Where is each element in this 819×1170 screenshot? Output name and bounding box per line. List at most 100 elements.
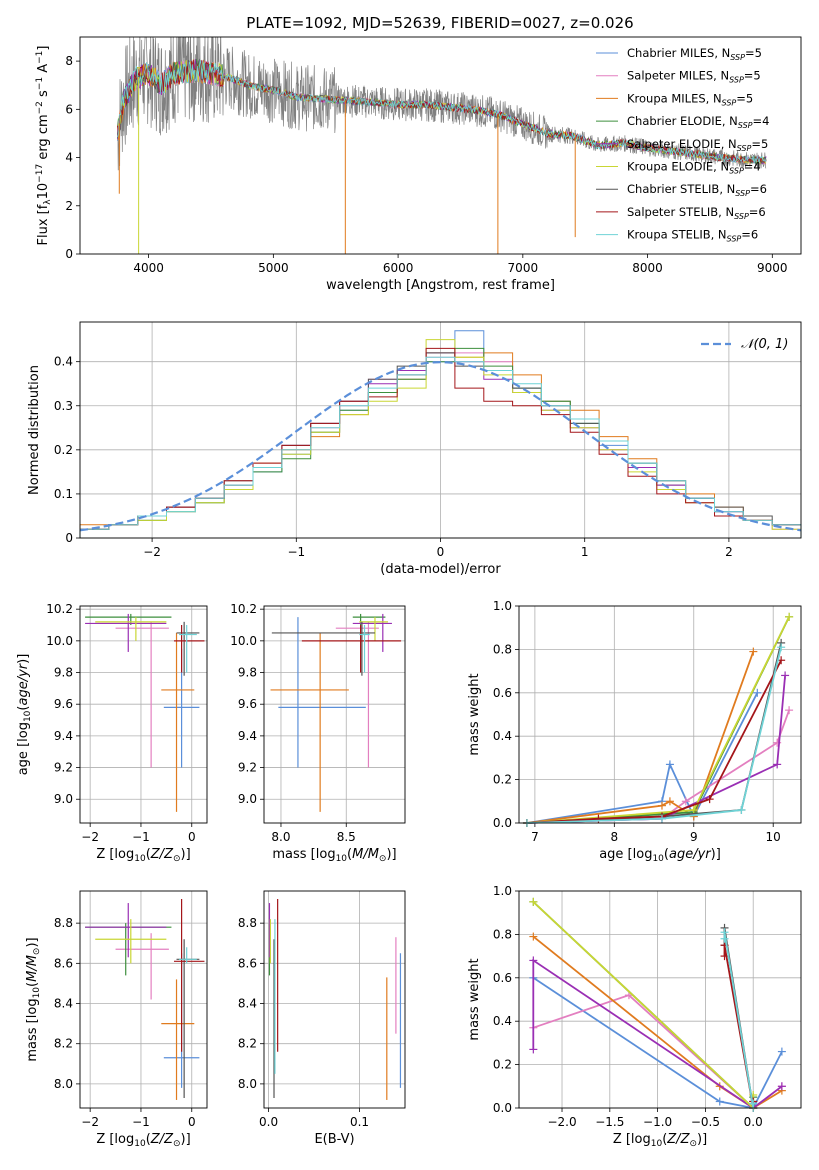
y-tick-label: 0.8 — [493, 927, 512, 941]
x-axis-label: wavelength [Angstrom, rest frame] — [326, 278, 555, 293]
x-tick-label: 8.0 — [271, 830, 290, 844]
axes-frame — [79, 321, 802, 539]
axes-frame — [79, 890, 208, 1109]
y-tick-label: 1.0 — [493, 599, 512, 613]
x-axis-label: Z [log10(Z/Z⊙)] — [613, 1132, 707, 1149]
y-axis-label-part: −2 — [35, 101, 45, 114]
legend-label-tail: =4 — [744, 160, 761, 174]
y-axis-label: mass weight — [467, 673, 482, 755]
y-tick-label: 9.2 — [54, 761, 73, 775]
model-spectrum-kroupa_stelib — [117, 59, 767, 164]
mass-weight-line-chabrier_miles — [532, 977, 783, 1110]
y-tick-label: 0.4 — [493, 1014, 512, 1028]
x-tick-label: 0 — [188, 830, 196, 844]
legend-label-base: Salpeter MILES, N — [627, 69, 729, 83]
x-axis-label-part: ⊙ — [173, 1139, 181, 1149]
legend-label-base: Kroupa STELIB, N — [627, 228, 727, 242]
x-axis-label-part: ⊙ — [689, 1139, 697, 1149]
x-axis-label: Z [log10(Z/Z⊙)] — [96, 1132, 190, 1149]
x-tick-label: −2 — [81, 1115, 99, 1129]
y-tick-label: 8.2 — [238, 1037, 257, 1051]
x-axis-label-part: wavelength [Angstrom, rest frame] — [326, 278, 555, 293]
legend-label-tail: =5 — [744, 69, 761, 83]
legend-label-sub: SSP — [722, 98, 737, 107]
legend-label-tail: =4 — [753, 114, 770, 128]
y-axis-label: mass [log10(M/M⊙)] — [25, 937, 42, 1061]
panel-3: 8.0 8.5 9.0 9.2 9.4 9.6 9.8 10.0 10.2 mass [log10… — [230, 602, 406, 864]
y-tick-label: 9.8 — [54, 666, 73, 680]
legend-label: Kroupa ELODIE, NSSP=4 — [627, 160, 761, 176]
panel-6: 0.0 0.1 8.0 8.2 8.4 8.6 8.8 E(B-V) — [238, 890, 406, 1147]
y-tick-label: 0.2 — [54, 443, 73, 457]
y-tick-label: 9.4 — [54, 729, 73, 743]
y-tick-label: 9.8 — [238, 666, 257, 680]
y-tick-label: 8.2 — [54, 1037, 73, 1051]
legend-label-base: Chabrier ELODIE, N — [627, 114, 738, 128]
y-axis-label-part: )] — [16, 654, 31, 664]
y-axis-label-part: ( — [25, 982, 40, 987]
y-tick-label: 8.4 — [238, 997, 257, 1011]
x-axis-label-part: Z/Z — [150, 1132, 174, 1147]
x-axis-label-part: 10 — [134, 854, 146, 864]
y-axis-label-part: M/M — [25, 955, 40, 982]
x-tick-label: 9000 — [757, 261, 788, 275]
y-tick-label: 9.0 — [54, 792, 73, 806]
x-tick-label: 0.1 — [350, 1115, 369, 1129]
x-tick-label: −1 — [132, 1115, 150, 1129]
x-axis-label: (data-model)/error — [380, 562, 501, 577]
y-tick-label: 9.4 — [238, 729, 257, 743]
legend-label-base: Chabrier STELIB, N — [627, 182, 735, 196]
legend-label: Salpeter STELIB, NSSP=6 — [627, 205, 766, 221]
y-axis-label: mass weight — [467, 958, 482, 1040]
x-tick-label: 0 — [188, 1115, 196, 1129]
x-axis-label-part: 10 — [652, 854, 664, 864]
x-axis-label-part: Z [log — [96, 847, 134, 862]
legend-label-base: Chabrier MILES, N — [627, 46, 730, 60]
x-tick-label: −1 — [287, 545, 305, 559]
legend-label: Chabrier STELIB, NSSP=6 — [627, 182, 767, 198]
figure-title: PLATE=1092, MJD=52639, FIBERID=0027, z=0… — [246, 14, 633, 32]
x-tick-label: −2.0 — [547, 1115, 576, 1129]
y-tick-label: 8.8 — [238, 916, 257, 930]
panel-0: 4000 5000 6000 7000 8000 9000 0 2 4 6 8 Chabrier MI… — [35, 36, 802, 293]
y-tick-label: 6 — [65, 102, 73, 116]
y-axis-label-part: mass weight — [467, 958, 482, 1040]
y-tick-label: 0.6 — [493, 971, 512, 985]
y-tick-label: 10.0 — [230, 634, 257, 648]
axes-frame — [518, 890, 802, 1109]
legend-label-sub: SSP — [729, 76, 744, 85]
spectrum-plot — [117, 37, 767, 254]
x-axis-label-part: M/M — [352, 847, 379, 862]
y-axis-label-part: λ — [43, 199, 53, 205]
x-tick-label: 0.0 — [259, 1115, 278, 1129]
x-axis-label-part: ( — [146, 847, 151, 862]
x-axis-label-part: 10 — [336, 854, 348, 864]
y-axis-label-part: ( — [16, 706, 31, 711]
legend-label-base: Kroupa ELODIE, N — [627, 160, 729, 174]
mass-weight-line-salpeter_elodie — [532, 958, 783, 1110]
y-tick-label: 4 — [65, 151, 73, 165]
x-axis-label-part: Z [log — [613, 1132, 651, 1147]
x-tick-label: −2 — [81, 830, 99, 844]
y-tick-label: 0.8 — [493, 642, 512, 656]
y-tick-label: 1.0 — [493, 884, 512, 898]
x-axis-label-part: )] — [181, 1132, 191, 1147]
panel-5: −2 −1 08.08.28.48.68.8Z [log10(Z/Z⊙)]mass … — [25, 890, 208, 1149]
legend-label: Chabrier MILES, NSSP=5 — [627, 46, 762, 62]
y-tick-label: 0 — [65, 247, 73, 261]
x-axis-label-part: ( — [347, 847, 352, 862]
y-tick-label: 8.8 — [54, 916, 73, 930]
x-tick-label: 8.5 — [337, 830, 356, 844]
y-tick-label: 0.1 — [54, 487, 73, 501]
x-axis-label: E(B-V) — [314, 1132, 354, 1147]
y-tick-label: 9.2 — [238, 761, 257, 775]
x-tick-label: 7000 — [508, 261, 539, 275]
y-axis-label-part: ⊙ — [32, 948, 42, 956]
x-axis-label: age [log10(age/yr)] — [599, 847, 721, 864]
y-tick-label: 0.0 — [493, 1101, 512, 1115]
x-axis-label-part: ⊙ — [173, 854, 181, 864]
legend-label: Salpeter ELODIE, NSSP=5 — [627, 137, 768, 153]
x-axis-label-part: )] — [697, 1132, 707, 1147]
x-tick-label: 7 — [531, 830, 539, 844]
